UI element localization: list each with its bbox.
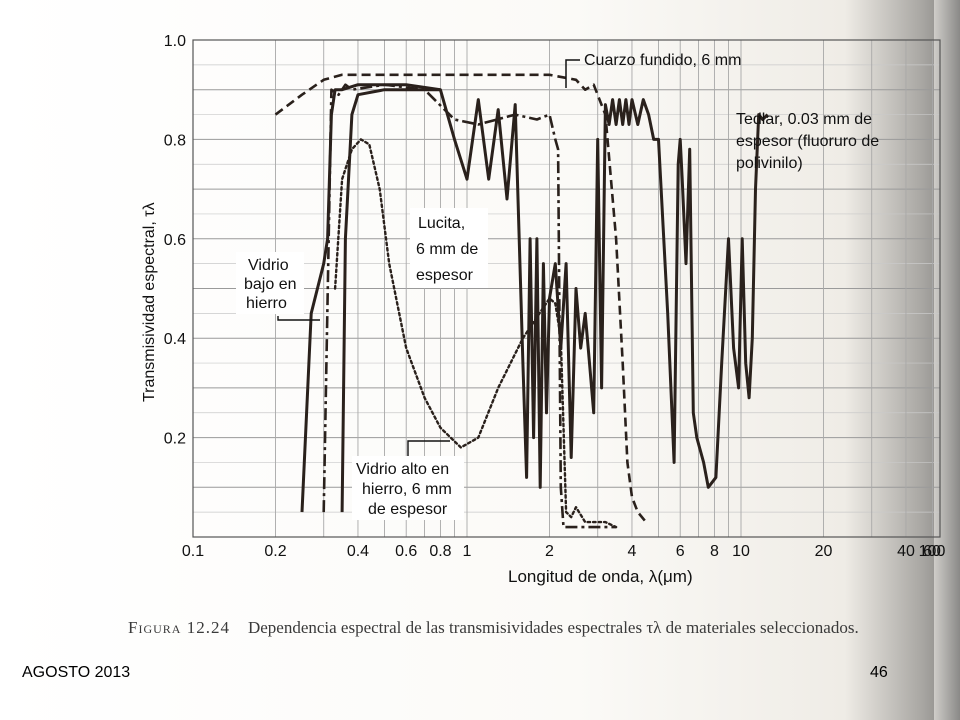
x-tick-label: 0.1 xyxy=(182,543,204,560)
label-vbajo-line1: Vidrio xyxy=(248,257,289,274)
x-tick-label: 0.2 xyxy=(264,543,286,560)
footer-page-number: 46 xyxy=(870,664,888,681)
label-valto-line3: de espesor xyxy=(368,501,448,518)
plot-frame xyxy=(192,39,941,538)
figure-caption-text: Dependencia espectral de las transmisivi… xyxy=(247,618,859,637)
figure-number: Figura 12.24 xyxy=(128,618,230,637)
x-tick-label: 100 xyxy=(919,543,946,560)
series-line-2 xyxy=(322,83,617,529)
x-tick-label: 20 xyxy=(815,543,833,560)
label-vbajo-line2: bajo en xyxy=(244,276,297,293)
series-line-4 xyxy=(333,138,618,529)
label-lucita-line1: Lucita, xyxy=(418,215,465,232)
x-tick-label: 60 xyxy=(923,543,941,560)
x-tick-label: 1 xyxy=(463,543,472,560)
leader-cuarzo xyxy=(565,59,580,88)
series-line-3 xyxy=(300,83,441,513)
leader-valto xyxy=(407,440,450,456)
series-line-0 xyxy=(274,73,648,523)
y-tick-label: 0.4 xyxy=(164,331,186,348)
label-vbajo-line3: hierro xyxy=(246,295,287,312)
y-tick-label: 0.8 xyxy=(164,132,186,149)
y-axis-title: Transmisividad espectral, τλ xyxy=(141,202,158,402)
footer-date: AGOSTO 2013 xyxy=(22,664,131,681)
label-lucita-line3: espesor xyxy=(416,267,474,284)
label-valto-box xyxy=(352,456,464,520)
y-tick-label: 0.6 xyxy=(164,232,186,249)
figure-caption: Figura 12.24 Dependencia espectral de las… xyxy=(128,616,918,640)
y-tick-label: 0.2 xyxy=(164,431,186,448)
label-lucita-line2: 6 mm de xyxy=(416,241,478,258)
leader-vbajo xyxy=(277,316,320,321)
y-tick-label: 1.0 xyxy=(164,33,186,50)
label-lucita-box xyxy=(410,208,488,288)
x-tick-label: 10 xyxy=(732,543,750,560)
x-tick-label: 4 xyxy=(628,543,637,560)
x-tick-label: 6 xyxy=(676,543,685,560)
x-tick-label: 0.8 xyxy=(429,543,451,560)
x-tick-label: 0.6 xyxy=(395,543,417,560)
series-line-1 xyxy=(340,88,769,513)
label-valto-line1: Vidrio alto en xyxy=(356,461,449,478)
x-tick-label: 40 xyxy=(897,543,915,560)
label-tedlar-line1: Tedlar, 0.03 mm de xyxy=(736,111,872,128)
x-tick-label: 2 xyxy=(545,543,554,560)
label-valto-line2: hierro, 6 mm xyxy=(362,481,452,498)
series-group xyxy=(274,73,769,529)
x-axis-title: Longitud de onda, λ(μm) xyxy=(508,567,693,586)
book-page-edge xyxy=(934,0,960,720)
label-vbajo-box xyxy=(236,252,304,314)
label-cuarzo: Cuarzo fundido, 6 mm xyxy=(584,52,741,69)
label-tedlar-line2: espesor (fluoruro de xyxy=(736,133,879,150)
x-tick-label: 0.4 xyxy=(347,543,369,560)
x-tick-label: 8 xyxy=(710,543,719,560)
label-tedlar-line3: polivinilo) xyxy=(736,155,803,172)
